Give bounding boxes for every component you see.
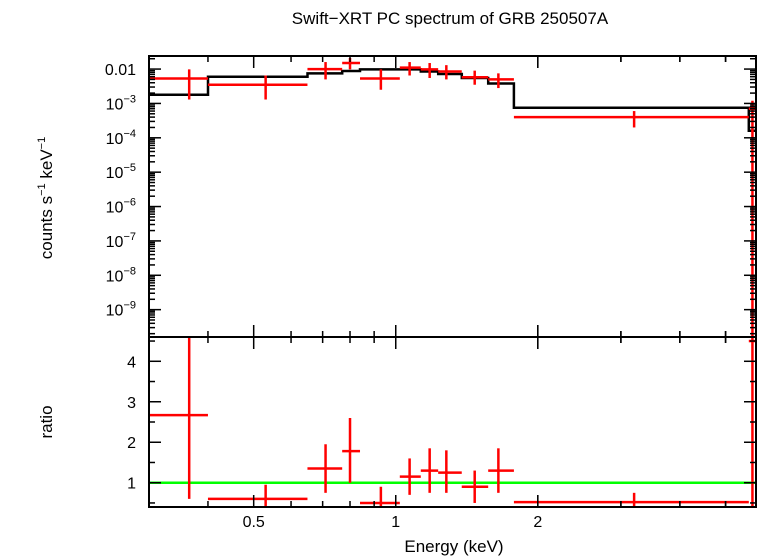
data-point	[488, 73, 514, 89]
ratio-panel: 1 2 3 4 ratio	[37, 337, 756, 507]
y-tick-label: 10−6	[106, 197, 136, 217]
data-point	[399, 458, 421, 495]
data-point	[513, 492, 749, 507]
ratio-y-axis-label: ratio	[37, 405, 56, 438]
y-tick-label: 10−8	[106, 265, 136, 285]
spectrum-y-ticks: 0.01 10−3 10−4 10−5 10−6 10−7 10−8 10−9	[105, 57, 756, 335]
y-tick-label: 10−5	[106, 162, 136, 182]
y-tick-label: 0.01	[105, 62, 136, 79]
y-tick-label: 10−4	[106, 128, 136, 148]
y-tick-label: 10−3	[106, 93, 136, 113]
data-point	[207, 484, 308, 507]
y-tick-label: 10−7	[106, 231, 136, 251]
spectrum-data-points	[149, 57, 756, 337]
data-point	[307, 62, 343, 80]
data-point	[149, 337, 208, 499]
spectrum-y-axis-label: counts s−1 keV−1	[36, 137, 56, 259]
x-tick-labels: 0.5 1 2	[243, 514, 543, 531]
x-tick-label: 0.5	[243, 514, 265, 531]
x-tick-label: 1	[391, 514, 400, 531]
data-point	[399, 62, 421, 76]
data-point	[342, 57, 361, 70]
ratio-y-ticks: 1 2 3 4	[127, 340, 756, 504]
data-point	[207, 75, 308, 100]
spectrum-x-ticks	[148, 56, 727, 337]
data-point	[513, 111, 749, 128]
x-tick-label: 2	[533, 514, 542, 531]
y-tick-label: 10−9	[106, 300, 136, 320]
data-point	[360, 69, 400, 90]
data-point	[420, 448, 439, 493]
spectrum-panel: 0.01 10−3 10−4 10−5 10−6 10−7 10−8 10−9 counts …	[36, 56, 756, 337]
spectrum-frame	[148, 55, 757, 338]
data-point	[360, 486, 400, 507]
data-point	[461, 470, 489, 503]
y-tick-label: 1	[127, 476, 136, 493]
data-point	[438, 450, 462, 493]
ratio-frame	[148, 336, 757, 508]
data-point	[438, 65, 462, 80]
data-point	[461, 70, 489, 85]
data-point	[748, 100, 756, 337]
y-tick-label: 4	[127, 354, 136, 371]
data-point	[420, 63, 439, 78]
model-steps	[149, 68, 756, 133]
x-axis-label: Energy (keV)	[404, 537, 503, 556]
y-tick-label: 3	[127, 395, 136, 412]
model-curve	[149, 68, 756, 133]
y-tick-label: 2	[127, 435, 136, 452]
data-point	[488, 448, 514, 493]
ratio-data-points	[149, 337, 756, 507]
data-point	[149, 69, 208, 100]
chart-title: Swift−XRT PC spectrum of GRB 250507A	[292, 9, 609, 28]
data-point	[342, 417, 361, 483]
plot-frames	[148, 55, 757, 508]
data-point	[307, 444, 343, 493]
